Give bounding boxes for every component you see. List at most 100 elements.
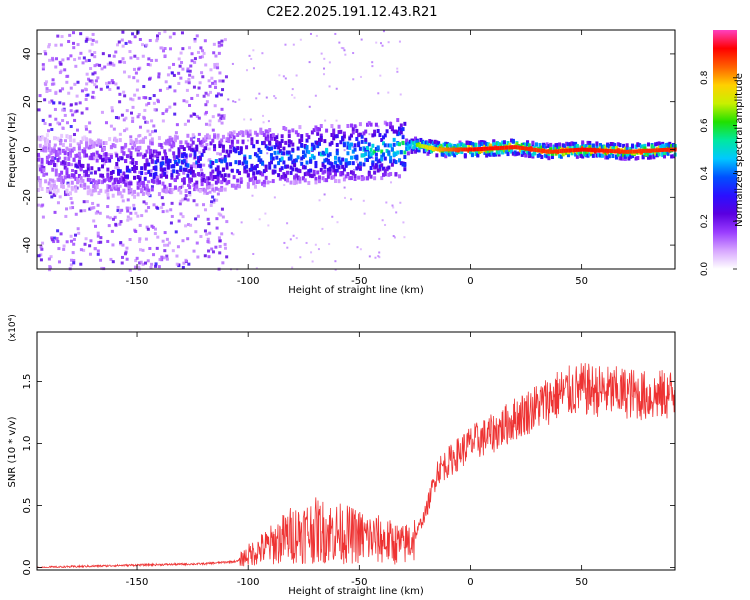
heatmap-cell	[138, 223, 142, 227]
heatmap-cell	[194, 217, 198, 221]
heatmap-cell	[410, 140, 414, 145]
heatmap-cell	[221, 261, 225, 265]
heatmap-cell	[79, 140, 83, 145]
heatmap-cell	[183, 122, 187, 126]
heatmap-cell	[144, 209, 148, 213]
heatmap-cell	[267, 120, 270, 123]
heatmap-cell	[463, 147, 467, 152]
heatmap-cell	[433, 140, 437, 145]
heatmap-cell	[368, 255, 371, 258]
heatmap-cell	[165, 170, 169, 174]
heatmap-cell	[120, 113, 124, 117]
heatmap-cell	[102, 162, 106, 166]
heatmap-cell	[269, 153, 273, 158]
heatmap-cell	[481, 142, 485, 147]
heatmap-cell	[51, 78, 55, 82]
heatmap-cell	[271, 144, 274, 147]
heatmap-cell	[355, 128, 359, 133]
heatmap-cell	[405, 142, 409, 147]
heatmap-cell	[280, 139, 284, 144]
heatmap-cell	[152, 253, 156, 257]
heatmap-cell	[184, 167, 188, 172]
heatmap-cell	[149, 172, 153, 177]
heatmap-cell	[405, 147, 409, 152]
heatmap-cell	[198, 150, 202, 154]
heatmap-cell	[508, 143, 512, 148]
heatmap-cell	[147, 162, 151, 167]
heatmap-cell	[662, 144, 666, 149]
heatmap-cell	[588, 145, 592, 150]
heatmap-cell	[221, 148, 225, 153]
heatmap-cell	[611, 142, 615, 147]
heatmap-cell	[295, 237, 298, 240]
heatmap-cell	[156, 235, 160, 239]
heatmap-cell	[44, 142, 48, 147]
heatmap-cell	[565, 141, 569, 146]
heatmap-cell	[234, 185, 238, 190]
heatmap-cell	[60, 175, 64, 180]
heatmap-cell	[545, 142, 549, 147]
heatmap-cell	[502, 142, 506, 147]
heatmap-cell	[129, 217, 133, 221]
colorbar-tick-label: 0.6	[700, 118, 710, 133]
heatmap-cell	[145, 190, 149, 195]
heatmap-cell	[266, 180, 270, 185]
heatmap-cell	[242, 143, 245, 146]
heatmap-cell	[152, 101, 156, 105]
heatmap-cell	[47, 143, 51, 148]
heatmap-cell	[383, 143, 387, 148]
heatmap-cell	[119, 220, 123, 224]
heatmap-cell	[392, 137, 396, 142]
heatmap-cell	[163, 249, 167, 253]
heatmap-cell	[211, 195, 215, 199]
heatmap-cell	[584, 147, 588, 152]
heatmap-cell	[220, 180, 224, 185]
heatmap-cell	[490, 144, 494, 149]
heatmap-cell	[563, 148, 567, 153]
heatmap-cell	[48, 178, 52, 182]
heatmap-cell	[277, 150, 281, 155]
heatmap-cell	[72, 173, 76, 178]
heatmap-cell	[650, 144, 654, 149]
heatmap-cell	[253, 176, 257, 181]
heatmap-cell	[204, 188, 208, 193]
heatmap-cell	[604, 148, 608, 153]
heatmap-cell	[96, 234, 100, 238]
colorbar-tick-label: 0.8	[700, 70, 710, 85]
heatmap-cell	[486, 146, 490, 151]
heatmap-cell	[120, 255, 124, 259]
heatmap-cell	[371, 133, 375, 138]
heatmap-cell	[168, 135, 172, 140]
heatmap-cell	[287, 143, 291, 148]
heatmap-cell	[83, 242, 87, 246]
heatmap-cell	[343, 49, 346, 52]
heatmap-cell	[47, 154, 51, 159]
heatmap-cell	[88, 155, 92, 160]
heatmap-cell	[343, 138, 346, 141]
heatmap-cell	[332, 165, 336, 170]
heatmap-cell	[177, 219, 181, 223]
y-tick-label: 0	[22, 146, 33, 152]
heatmap-cell	[107, 54, 111, 58]
heatmap-cell	[524, 153, 528, 158]
heatmap-cell	[89, 171, 93, 175]
heatmap-cell	[136, 181, 140, 186]
heatmap-cell	[94, 85, 98, 89]
heatmap-cell	[94, 224, 98, 228]
heatmap-cell	[203, 39, 207, 43]
heatmap-cell	[161, 112, 165, 116]
heatmap-cell	[230, 143, 234, 148]
heatmap-cell	[116, 209, 120, 213]
heatmap-cell	[84, 237, 88, 241]
heatmap-cell	[556, 142, 560, 147]
heatmap-cell	[520, 145, 524, 150]
heatmap-cell	[96, 252, 100, 256]
heatmap-cell	[262, 140, 266, 145]
heatmap-cell	[259, 130, 263, 135]
heatmap-cell	[63, 175, 67, 180]
heatmap-cell	[334, 260, 337, 263]
heatmap-cell	[152, 175, 156, 180]
top-x-axis-label: Height of straight line (km)	[288, 285, 424, 296]
heatmap-cell	[221, 176, 225, 181]
heatmap-cell	[51, 58, 55, 62]
